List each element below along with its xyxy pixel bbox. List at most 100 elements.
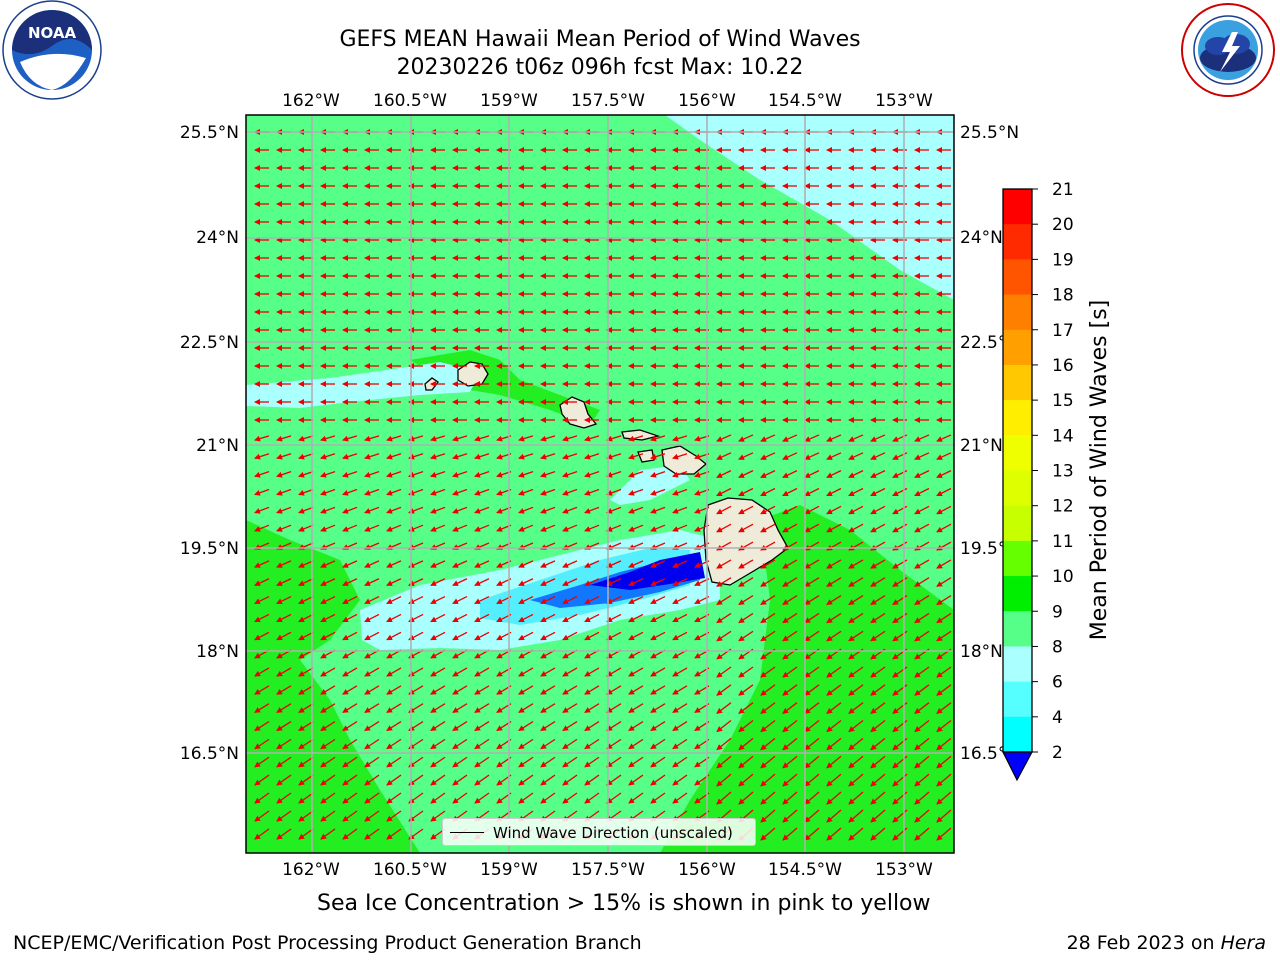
wind-wave-arrow <box>650 560 666 568</box>
wind-wave-arrow <box>936 505 952 515</box>
wind-wave-arrow <box>342 435 358 442</box>
wind-wave-arrow <box>826 809 842 823</box>
wind-wave-arrow <box>518 703 534 713</box>
wind-wave-arrow <box>848 773 864 787</box>
wind-wave-arrow <box>386 703 402 713</box>
wind-wave-arrow <box>276 578 292 586</box>
wind-wave-arrow <box>254 810 270 822</box>
wind-wave-arrow <box>298 488 314 496</box>
wind-wave-arrow <box>782 720 798 733</box>
wind-wave-arrow <box>914 595 930 605</box>
wind-wave-arrow <box>298 453 314 460</box>
wind-wave-arrow <box>606 435 622 442</box>
wind-wave-arrow <box>716 720 732 733</box>
wind-wave-arrow <box>870 791 886 805</box>
wind-wave-arrow <box>452 703 468 713</box>
wind-wave-arrow <box>716 612 732 624</box>
wind-wave-arrow <box>298 613 314 623</box>
wind-wave-arrow <box>716 755 732 769</box>
wind-wave-arrow <box>760 470 776 478</box>
wind-wave-arrow <box>914 737 930 751</box>
wind-wave-arrow <box>826 452 842 460</box>
wind-wave-arrow <box>254 506 270 514</box>
wind-wave-arrow <box>342 810 358 822</box>
wind-wave-arrow <box>826 470 842 478</box>
wind-wave-arrow <box>848 595 864 605</box>
wind-wave-arrow <box>518 435 534 442</box>
wind-wave-arrow <box>650 774 666 786</box>
lon-label-top: 154.5°W <box>768 91 842 111</box>
wind-wave-arrow <box>914 791 930 805</box>
wind-wave-arrow <box>474 435 490 442</box>
wind-wave-arrow <box>738 577 754 587</box>
wind-wave-arrow <box>848 630 864 642</box>
wind-wave-arrow <box>650 453 666 460</box>
wind-wave-arrow <box>782 809 798 823</box>
wind-wave-arrow <box>298 810 314 822</box>
wind-wave-arrow <box>672 560 688 568</box>
footer-date-text: 28 Feb 2023 on <box>1066 932 1221 954</box>
wind-wave-arrow <box>606 506 622 514</box>
wind-wave-arrow <box>606 488 622 496</box>
wind-wave-arrow <box>738 630 754 642</box>
wind-wave-arrow <box>518 453 534 460</box>
wind-wave-arrow <box>540 613 556 623</box>
wind-wave-arrow <box>254 578 270 586</box>
wind-wave-arrow <box>936 702 952 714</box>
wind-wave-arrow <box>760 773 776 787</box>
wind-wave-arrow <box>320 810 336 822</box>
wind-wave-arrow <box>474 613 490 623</box>
wind-wave-arrow <box>364 506 380 514</box>
wind-wave-arrow <box>342 524 358 532</box>
wind-wave-arrow <box>562 631 578 641</box>
wind-wave-arrow <box>870 595 886 605</box>
wind-wave-arrow <box>452 560 468 568</box>
wind-wave-arrow <box>628 774 644 786</box>
wind-wave-arrow <box>870 827 886 841</box>
wind-wave-arrow <box>826 487 842 497</box>
wind-wave-arrow <box>870 523 886 533</box>
wind-wave-arrow <box>606 685 622 695</box>
wind-wave-arrow <box>826 773 842 787</box>
wind-wave-arrow <box>782 702 798 714</box>
wind-wave-arrow <box>342 738 358 750</box>
nws-logo <box>1181 3 1275 97</box>
wind-wave-arrow <box>870 809 886 823</box>
wind-wave-arrow <box>364 810 380 822</box>
wind-wave-arrow <box>606 738 622 750</box>
wind-wave-arrow <box>804 470 820 478</box>
wind-wave-arrow <box>716 487 732 497</box>
wind-wave-arrow <box>430 792 446 804</box>
wind-wave-arrow <box>606 471 622 478</box>
wind-wave-arrow <box>716 737 732 751</box>
wind-wave-arrow <box>540 488 556 496</box>
wind-wave-arrow <box>518 595 534 605</box>
wind-wave-arrow <box>430 720 446 732</box>
island-kauai <box>457 361 489 387</box>
wind-wave-arrow <box>342 506 358 514</box>
wind-wave-arrow <box>276 471 292 478</box>
wind-wave-arrow <box>364 756 380 768</box>
wind-wave-arrow <box>848 827 864 841</box>
wind-wave-arrow <box>826 720 842 733</box>
wind-wave-arrow <box>804 487 820 497</box>
wind-wave-arrow <box>320 471 336 478</box>
wind-wave-arrow <box>936 487 952 497</box>
wind-wave-arrow <box>298 524 314 532</box>
wind-wave-arrow <box>826 702 842 714</box>
wind-wave-arrow <box>936 559 952 569</box>
wind-wave-arrow <box>386 720 402 732</box>
wind-wave-arrow <box>804 684 820 696</box>
wind-wave-arrow <box>562 667 578 677</box>
wind-wave-arrow <box>562 685 578 695</box>
wind-wave-arrow <box>386 631 402 641</box>
wind-wave-arrow <box>870 577 886 587</box>
wind-wave-arrow <box>804 791 820 805</box>
wind-wave-arrow <box>562 578 578 586</box>
wind-wave-arrow <box>628 524 644 532</box>
wind-wave-arrow <box>342 756 358 768</box>
wind-wave-arrow <box>584 488 600 496</box>
wind-wave-arrow <box>738 666 754 678</box>
wind-wave-arrow <box>804 577 820 587</box>
colorbar-segment <box>1003 505 1032 542</box>
